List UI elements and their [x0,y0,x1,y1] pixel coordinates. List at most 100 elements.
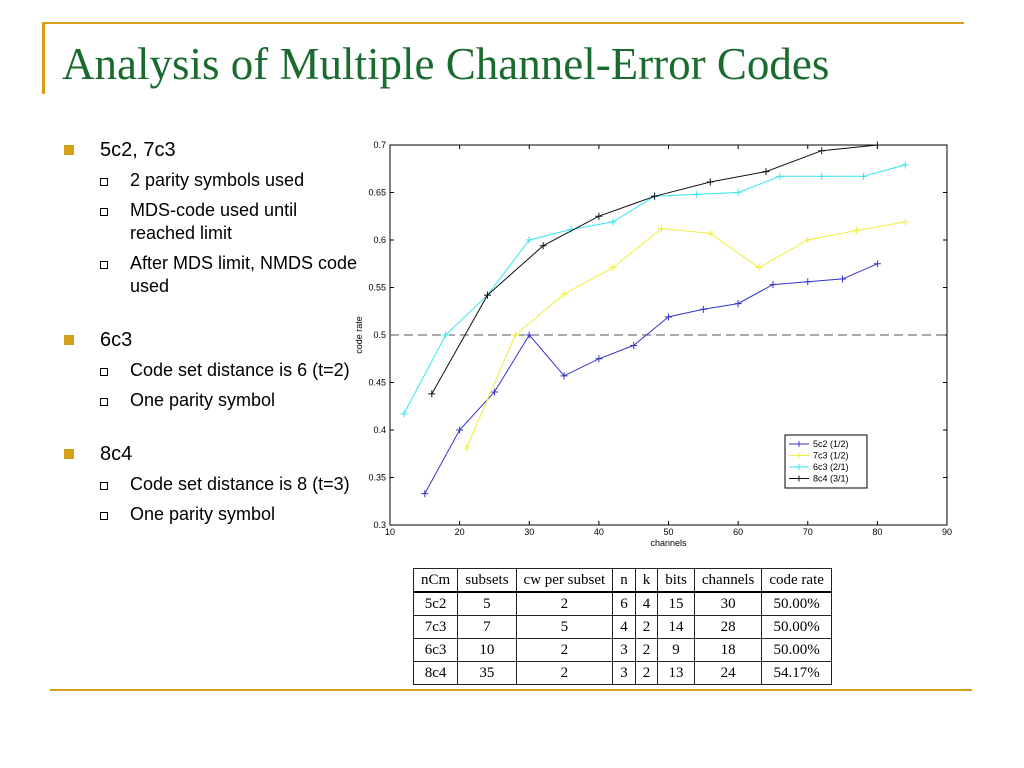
table-row: 5c2 5 2 6 4 15 30 50.00% [412,591,832,616]
sub-bullet-item: Code set distance is 8 (t=3) [100,473,362,496]
hollow-square-bullet-icon [100,368,108,376]
bullet-item: 6c3 [62,328,362,352]
legend-marker [796,464,802,470]
table-cell: 14 [657,615,695,639]
footer-accent-rule [50,689,972,691]
series-point-0 [665,313,672,321]
table-row: 7c3 7 5 4 2 14 28 50.00% [412,615,832,639]
series-point-0 [525,331,533,339]
table-cell: 2 [515,661,614,685]
column-header: channels [693,568,763,593]
square-bullet-icon [64,449,74,459]
series-point-1 [706,229,714,237]
legend-label: 7c3 (1/2) [813,451,849,461]
x-tick-label: 80 [872,527,882,537]
table-cell: 28 [693,615,763,639]
sub-bullet-item: One parity symbol [100,503,362,526]
series-point-2 [818,172,826,180]
x-tick-label: 50 [663,527,673,537]
hollow-square-bullet-icon [100,482,108,490]
bullet-group-6c3: 6c3 Code set distance is 6 (t=2) One par… [62,328,362,412]
series-point-1 [755,264,763,272]
sub-bullet-label: Code set distance is 6 (t=2) [130,360,350,380]
series-point-3 [539,242,547,250]
series-point-0 [595,355,603,363]
series-point-0 [839,275,847,283]
table-cell: 7c3 [412,615,459,639]
table-cell: 50.00% [761,615,832,639]
series-point-0 [699,305,707,313]
series-point-2 [901,161,909,169]
column-header: subsets [457,568,517,593]
y-tick-label: 0.45 [368,378,386,388]
series-point-3 [706,178,714,186]
column-header: cw per subset [515,568,614,593]
sub-bullet-item: MDS-code used until reached limit [100,199,362,245]
series-point-3 [873,141,881,149]
table-cell: 54.17% [761,661,832,685]
column-header: code rate [761,568,832,593]
table-cell: 5 [515,615,614,639]
y-tick-label: 0.4 [373,425,386,435]
table-cell: 30 [693,591,763,616]
series-point-0 [560,372,568,380]
series-point-0 [456,426,464,434]
table-cell: 35 [457,661,517,685]
series-point-0 [769,281,777,289]
table-cell: 50.00% [761,591,832,616]
sub-bullet-label: 2 parity symbols used [130,170,305,190]
sub-bullet-label: One parity symbol [130,390,276,410]
column-header: n [612,568,636,593]
series-point-1 [804,236,812,244]
sub-bullet-item: After MDS limit, NMDS code used [100,252,362,298]
bullet-label: 5c2, 7c3 [100,139,176,161]
table-cell: 3 [612,638,636,662]
series-point-1 [901,218,909,226]
bullet-item: 8c4 [62,442,362,466]
slide-title: Analysis of Multiple Channel-Error Codes [62,39,830,89]
series-point-1 [852,227,860,234]
y-axis-label: code rate [354,316,364,354]
x-tick-label: 90 [942,527,952,537]
table-cell: 6 [612,591,636,616]
series-point-3 [762,168,770,176]
series-point-3 [651,192,659,200]
series-point-1 [609,264,617,272]
y-tick-label: 0.5 [373,330,386,340]
x-tick-label: 10 [385,527,395,537]
x-axis-label: channels [650,538,687,548]
y-tick-label: 0.65 [368,188,386,198]
table-cell: 3 [612,661,636,685]
table-cell: 50.00% [761,638,832,662]
table-cell: 18 [693,638,763,662]
table-cell: 2 [515,638,614,662]
table-header-row: nCm subsets cw per subset n k bits chann… [412,568,832,593]
x-tick-label: 60 [733,527,743,537]
table-cell: 4 [634,591,659,616]
bullet-label: 8c4 [100,443,133,465]
series-point-0 [630,341,638,349]
table-cell: 7 [457,615,517,639]
series-point-1 [463,444,471,452]
square-bullet-icon [64,335,74,345]
x-tick-label: 20 [455,527,465,537]
table-cell: 13 [657,661,695,685]
table-cell: 6c3 [412,638,459,662]
series-point-3 [595,212,603,220]
series-point-2 [400,410,408,418]
legend-label: 6c3 (2/1) [813,462,849,472]
legend-marker [796,475,802,482]
hollow-square-bullet-icon [100,208,108,216]
y-tick-label: 0.3 [373,520,386,530]
column-header: nCm [412,568,459,593]
hollow-square-bullet-icon [100,261,108,269]
sub-bullet-label: Code set distance is 8 (t=3) [130,474,350,494]
series-point-0 [734,300,742,308]
square-bullet-icon [64,145,74,155]
code-rate-chart: 10 20 30 40 50 60 70 80 90 0.3 0.35 0.4 0.45 0.5 0.55 0… [354,140,952,548]
table-row: 8c4 35 2 3 2 13 24 54.17% [412,661,832,685]
hollow-square-bullet-icon [100,398,108,406]
legend-marker [796,452,802,459]
bullet-group-8c4: 8c4 Code set distance is 8 (t=3) One par… [62,442,362,526]
series-line-0 [424,263,878,494]
